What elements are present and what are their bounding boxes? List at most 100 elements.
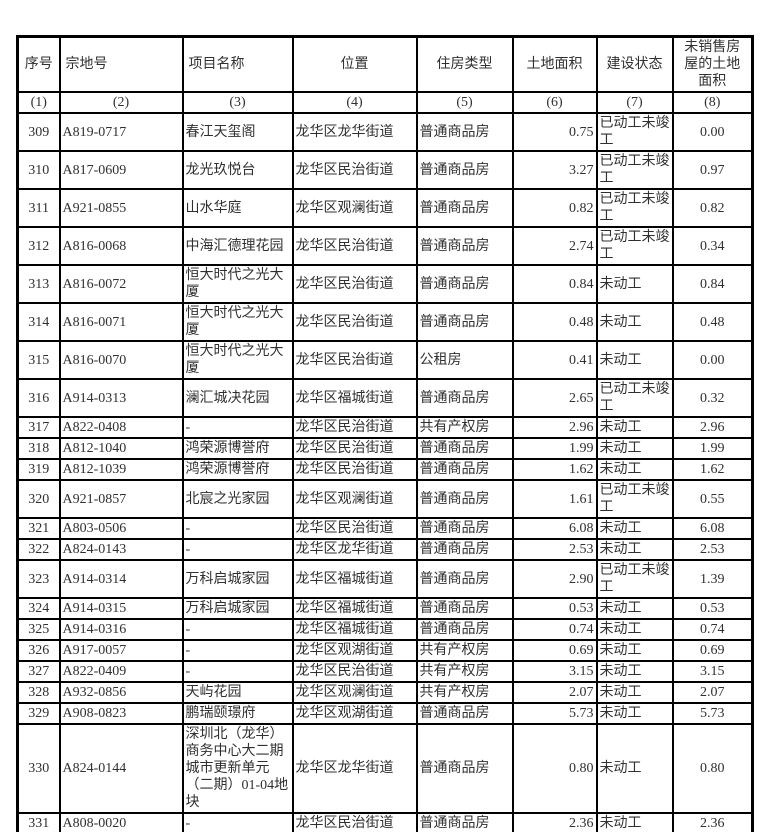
cell-housing-type: 普通商品房 [415, 188, 514, 228]
cell-project: 鸿荣源博誉府 [181, 458, 294, 481]
cell-location: 龙华区民治街道 [291, 812, 418, 832]
cell-parcel: A803-0506 [58, 517, 184, 540]
cell-status: 未动工 [595, 517, 674, 540]
cell-land-area: 1.61 [511, 479, 598, 519]
table-row: 326 A917-0057- 龙华区观湖街道 共有产权房 0.69 未动工 0.69 [16, 639, 754, 662]
cell-status: 已动工未竣工 [595, 188, 674, 228]
table-row: 317 A822-0408- 龙华区民治街道 共有产权房 2.96 未动工 2.96 [16, 416, 754, 439]
cell-status: 未动工 [595, 302, 674, 342]
cell-index: 317 [16, 416, 61, 439]
cell-parcel: A914-0313 [58, 378, 184, 418]
cell-land-area: 2.65 [511, 378, 598, 418]
cell-location: 龙华区龙华街道 [291, 538, 418, 561]
cell-index: 327 [16, 660, 61, 683]
cell-status: 未动工 [595, 660, 674, 683]
col-header-project: 项目名称 [181, 35, 294, 93]
land-parcel-table: 序号 宗地号 项目名称 位置 住房类型 土地面积 建设状态 未销售房屋的土地面积 (1) (2)(… [16, 35, 754, 832]
cell-location: 龙华区观澜街道 [291, 479, 418, 519]
cell-project: 恒大时代之光大厦 [181, 302, 294, 342]
cell-index: 331 [16, 812, 61, 832]
cell-unsold-area: 0.97 [671, 150, 754, 190]
cell-housing-type: 普通商品房 [415, 723, 514, 814]
cell-housing-type: 普通商品房 [415, 226, 514, 266]
cell-status: 未动工 [595, 597, 674, 620]
cell-unsold-area: 2.07 [671, 681, 754, 704]
col-header-status: 建设状态 [595, 35, 674, 93]
cell-location: 龙华区民治街道 [291, 150, 418, 190]
col-number-land-area: (6) [511, 91, 598, 114]
cell-housing-type: 普通商品房 [415, 458, 514, 481]
cell-status: 已动工未竣工 [595, 150, 674, 190]
cell-land-area: 2.96 [511, 416, 598, 439]
col-header-index: 序号 [16, 35, 61, 93]
cell-housing-type: 普通商品房 [415, 302, 514, 342]
table-row: 321 A803-0506- 龙华区民治街道 普通商品房 6.08 未动工 6.08 [16, 517, 754, 540]
cell-unsold-area: 2.36 [671, 812, 754, 832]
cell-location: 龙华区民治街道 [291, 416, 418, 439]
cell-index: 310 [16, 150, 61, 190]
cell-location: 龙华区民治街道 [291, 302, 418, 342]
cell-status: 未动工 [595, 458, 674, 481]
cell-status: 已动工未竣工 [595, 226, 674, 266]
cell-unsold-area: 0.53 [671, 597, 754, 620]
cell-parcel: A914-0314 [58, 559, 184, 599]
cell-project: 万科启城家园 [181, 559, 294, 599]
cell-unsold-area: 2.96 [671, 416, 754, 439]
cell-project: 春江天玺阁 [181, 112, 294, 152]
cell-location: 龙华区福城街道 [291, 597, 418, 620]
cell-housing-type: 公租房 [415, 340, 514, 380]
cell-land-area: 0.48 [511, 302, 598, 342]
cell-index: 311 [16, 188, 61, 228]
col-header-housing-type: 住房类型 [415, 35, 514, 93]
table-head: 序号 宗地号 项目名称 位置 住房类型 土地面积 建设状态 未销售房屋的土地面积 (1) (2)(… [16, 35, 754, 114]
cell-land-area: 0.84 [511, 264, 598, 304]
cell-project: - [181, 538, 294, 561]
cell-index: 314 [16, 302, 61, 342]
cell-location: 龙华区福城街道 [291, 559, 418, 599]
cell-land-area: 2.74 [511, 226, 598, 266]
cell-land-area: 1.62 [511, 458, 598, 481]
table-row: 324 A914-0315 万科启城家园 龙华区福城街道 普通商品房 0.53 未动工 0.5… [16, 597, 754, 620]
cell-location: 龙华区观澜街道 [291, 681, 418, 704]
cell-location: 龙华区民治街道 [291, 226, 418, 266]
cell-unsold-area: 0.34 [671, 226, 754, 266]
cell-parcel: A822-0409 [58, 660, 184, 683]
table-row: 328 A932-0856 天屿花园 龙华区观澜街道 共有产权房 2.07 未动工 2.07 [16, 681, 754, 704]
cell-status: 已动工未竣工 [595, 559, 674, 599]
table-row: 327 A822-0409- 龙华区民治街道 共有产权房 3.15 未动工 3.15 [16, 660, 754, 683]
cell-index: 316 [16, 378, 61, 418]
cell-status: 已动工未竣工 [595, 479, 674, 519]
cell-parcel: A817-0609 [58, 150, 184, 190]
cell-unsold-area: 1.62 [671, 458, 754, 481]
col-number-housing-type: (5) [415, 91, 514, 114]
cell-index: 329 [16, 702, 61, 725]
cell-parcel: A812-1039 [58, 458, 184, 481]
cell-unsold-area: 2.53 [671, 538, 754, 561]
cell-project: 恒大时代之光大厦 [181, 340, 294, 380]
cell-housing-type: 普通商品房 [415, 812, 514, 832]
cell-project: 万科启城家园 [181, 597, 294, 620]
cell-unsold-area: 0.55 [671, 479, 754, 519]
col-header-unsold-area: 未销售房屋的土地面积 [671, 35, 754, 93]
cell-housing-type: 共有产权房 [415, 639, 514, 662]
cell-location: 龙华区观澜街道 [291, 188, 418, 228]
cell-location: 龙华区福城街道 [291, 618, 418, 641]
cell-index: 312 [16, 226, 61, 266]
table-row: 325 A914-0316- 龙华区福城街道 普通商品房 0.74 未动工 0.74 [16, 618, 754, 641]
table-row: 316 A914-0313 澜汇城决花园 龙华区福城街道 普通商品房 2.65 已动工未竣工… [16, 378, 754, 418]
cell-housing-type: 普通商品房 [415, 437, 514, 460]
table-row: 313 A816-0072 恒大时代之光大厦 龙华区民治街道 普通商品房 0.84 未动工 0… [16, 264, 754, 304]
table-row: 311 A921-0855 山水华庭 龙华区观澜街道 普通商品房 0.82 已动工未竣工 0.… [16, 188, 754, 228]
cell-parcel: A812-1040 [58, 437, 184, 460]
cell-housing-type: 普通商品房 [415, 597, 514, 620]
cell-project: 北宸之光家园 [181, 479, 294, 519]
cell-unsold-area: 6.08 [671, 517, 754, 540]
cell-parcel: A921-0855 [58, 188, 184, 228]
cell-project: 鸿荣源博誉府 [181, 437, 294, 460]
cell-land-area: 2.90 [511, 559, 598, 599]
cell-location: 龙华区观湖街道 [291, 639, 418, 662]
cell-land-area: 1.99 [511, 437, 598, 460]
cell-housing-type: 普通商品房 [415, 559, 514, 599]
cell-location: 龙华区龙华街道 [291, 112, 418, 152]
